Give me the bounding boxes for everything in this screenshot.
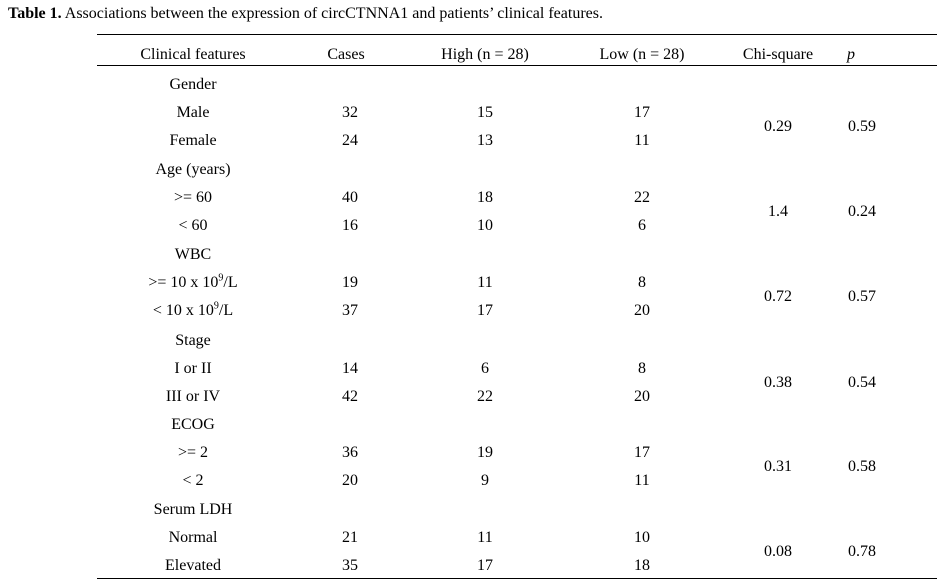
row-feature-text: Male bbox=[176, 104, 210, 121]
row-low: 6 bbox=[638, 217, 646, 234]
row-feature: III or IV bbox=[166, 387, 220, 407]
group-chi-square: 0.31 bbox=[764, 458, 792, 475]
group-p-value: 0.57 bbox=[848, 288, 876, 305]
row-feature-text: I or II bbox=[174, 360, 212, 377]
row-low: 11 bbox=[634, 132, 650, 149]
header-clinical-features: Clinical features bbox=[140, 46, 246, 63]
row-cases: 20 bbox=[342, 472, 358, 489]
group-chi-square: 0.72 bbox=[764, 288, 792, 305]
row-low: 17 bbox=[634, 104, 650, 121]
group-p-value: 0.58 bbox=[848, 458, 876, 475]
header-high: High (n = 28) bbox=[441, 46, 529, 63]
row-high: 11 bbox=[477, 529, 493, 546]
row-feature: < 10 x 109/L bbox=[153, 301, 233, 321]
group-chi-square: 0.29 bbox=[764, 118, 792, 135]
row-high: 11 bbox=[477, 274, 493, 291]
header-chi-square: Chi-square bbox=[742, 46, 814, 63]
row-cases: 21 bbox=[342, 529, 358, 546]
row-feature-suffix: /L bbox=[223, 274, 238, 291]
row-feature: >= 60 bbox=[174, 188, 212, 208]
row-feature-text: Normal bbox=[168, 529, 218, 546]
row-feature-text: Elevated bbox=[165, 557, 221, 574]
row-feature: Normal bbox=[169, 528, 218, 548]
row-low: 20 bbox=[634, 388, 650, 405]
header-cases: Cases bbox=[327, 46, 365, 63]
row-feature-superscript: 9 bbox=[218, 272, 224, 284]
table-caption-text: Associations between the expression of c… bbox=[61, 5, 603, 22]
row-cases: 40 bbox=[342, 189, 358, 206]
group-p-value: 0.24 bbox=[848, 203, 876, 220]
row-feature-text: >= 2 bbox=[177, 444, 209, 461]
row-high: 9 bbox=[481, 472, 489, 489]
row-low: 17 bbox=[634, 444, 650, 461]
header-p: p bbox=[847, 46, 855, 63]
row-low: 10 bbox=[634, 529, 650, 546]
row-feature-text: >= 60 bbox=[173, 189, 213, 206]
row-high: 13 bbox=[477, 132, 493, 149]
row-low: 8 bbox=[638, 360, 646, 377]
group-label: Stage bbox=[175, 332, 211, 349]
row-high: 17 bbox=[477, 302, 493, 319]
table-header-rule bbox=[97, 65, 937, 66]
row-feature: Female bbox=[169, 131, 216, 151]
group-chi-square: 0.08 bbox=[764, 543, 792, 560]
header-low: Low (n = 28) bbox=[599, 46, 685, 63]
table-caption: Table 1. Associations between the expres… bbox=[8, 3, 603, 25]
row-high: 10 bbox=[477, 217, 493, 234]
group-label: WBC bbox=[174, 246, 212, 263]
row-cases: 42 bbox=[342, 388, 358, 405]
row-feature-text: >= 10 x 10 bbox=[148, 274, 219, 291]
row-cases: 36 bbox=[342, 444, 358, 461]
row-high: 19 bbox=[477, 444, 493, 461]
row-cases: 16 bbox=[342, 217, 358, 234]
row-feature-text: < 2 bbox=[182, 472, 204, 489]
group-label: ECOG bbox=[171, 416, 215, 433]
row-feature: Elevated bbox=[165, 556, 221, 576]
row-feature-text: Female bbox=[169, 132, 217, 149]
row-cases: 14 bbox=[342, 360, 358, 377]
row-feature: I or II bbox=[174, 359, 211, 379]
row-low: 18 bbox=[634, 557, 650, 574]
row-feature-text: < 60 bbox=[178, 217, 208, 234]
row-feature: < 2 bbox=[182, 471, 203, 491]
row-high: 17 bbox=[477, 557, 493, 574]
group-label: Gender bbox=[169, 76, 217, 93]
row-low: 8 bbox=[638, 274, 646, 291]
row-feature-suffix: /L bbox=[218, 302, 234, 319]
row-cases: 32 bbox=[342, 104, 358, 121]
row-low: 20 bbox=[634, 302, 650, 319]
row-cases: 19 bbox=[342, 274, 358, 291]
row-cases: 37 bbox=[342, 302, 358, 319]
table-top-rule bbox=[97, 34, 937, 35]
row-high: 6 bbox=[481, 360, 489, 377]
row-feature: >= 10 x 109/L bbox=[148, 273, 237, 293]
row-feature: >= 2 bbox=[178, 443, 208, 463]
group-chi-square: 0.38 bbox=[764, 374, 792, 391]
row-feature: Male bbox=[177, 103, 210, 123]
row-low: 22 bbox=[634, 189, 650, 206]
table-caption-label: Table 1. bbox=[8, 5, 62, 22]
row-feature-superscript: 9 bbox=[213, 300, 219, 312]
group-p-value: 0.59 bbox=[848, 118, 876, 135]
row-low: 11 bbox=[634, 472, 650, 489]
row-feature-text: III or IV bbox=[165, 388, 221, 405]
row-high: 15 bbox=[477, 104, 493, 121]
group-label: Serum LDH bbox=[153, 501, 233, 518]
row-high: 22 bbox=[477, 388, 493, 405]
group-chi-square: 1.4 bbox=[768, 203, 788, 220]
row-feature-text: < 10 x 10 bbox=[152, 302, 214, 319]
group-p-value: 0.54 bbox=[848, 374, 876, 391]
row-cases: 35 bbox=[342, 557, 358, 574]
group-label: Age (years) bbox=[155, 161, 231, 178]
table-bottom-rule bbox=[97, 578, 937, 579]
row-feature: < 60 bbox=[178, 216, 207, 236]
group-p-value: 0.78 bbox=[848, 543, 876, 560]
row-high: 18 bbox=[477, 189, 493, 206]
row-cases: 24 bbox=[342, 132, 358, 149]
